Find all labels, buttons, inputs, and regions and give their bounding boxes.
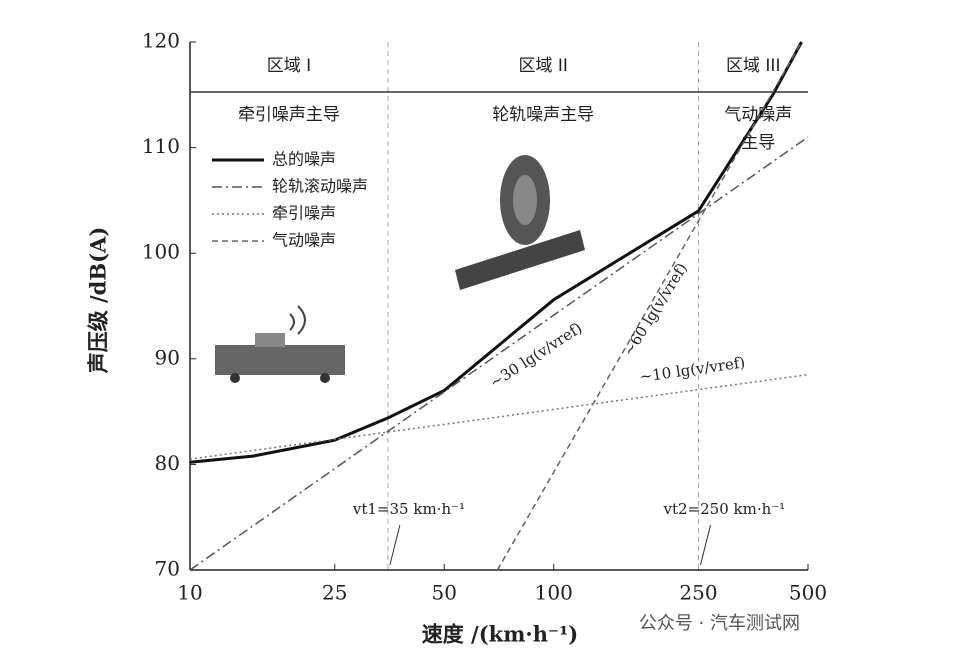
y-tick-label: 70 — [155, 557, 180, 581]
y-tick-label: 90 — [155, 345, 180, 369]
series-line — [189, 373, 809, 460]
x-tick-label: 500 — [789, 581, 827, 605]
threshold-label: vt1=35 km·h⁻¹ — [352, 500, 465, 518]
y-axis-label: 声压级 /dB(A) — [86, 227, 111, 375]
zone-note: 主导 — [741, 133, 775, 153]
slope-annotation: ~10 lg(v/vref) — [639, 353, 747, 386]
zone-note: 牵引噪声主导 — [238, 105, 340, 125]
threshold-arrow — [700, 524, 711, 566]
threshold-label: vt2=250 km·h⁻¹ — [663, 500, 786, 518]
wheel — [320, 373, 330, 383]
slope-annotation: ~30 lg(v/vref) — [487, 319, 586, 392]
train-cab — [255, 333, 285, 347]
train-body — [215, 345, 345, 375]
wheel-rail-icon — [455, 155, 585, 290]
x-tick-label: 50 — [432, 581, 457, 605]
x-tick-label: 250 — [679, 581, 717, 605]
x-axis-label: 速度 /(km·h⁻¹) — [422, 622, 579, 647]
wheel — [230, 373, 240, 383]
y-tick-label: 120 — [142, 29, 180, 53]
y-tick-label: 80 — [155, 451, 180, 475]
y-tick-label: 110 — [142, 134, 180, 158]
x-tick-label: 10 — [177, 581, 202, 605]
x-tick-label: 100 — [535, 581, 573, 605]
series-line — [189, 136, 809, 571]
zone-label: 区域 I — [267, 56, 311, 76]
sound-waves — [289, 305, 306, 335]
zone-label: 区域 III — [726, 56, 780, 76]
rail — [455, 230, 585, 290]
legend-label: 气动噪声 — [272, 231, 336, 250]
zone-note: 轮轨噪声主导 — [492, 105, 594, 125]
legend-label: 轮轨滚动噪声 — [272, 177, 368, 196]
series-line — [496, 41, 803, 571]
legend-label: 牵引噪声 — [272, 204, 336, 223]
x-tick-label: 25 — [322, 581, 347, 605]
train-icon — [215, 305, 345, 383]
threshold-arrow — [389, 524, 401, 566]
wheel-hub — [513, 175, 537, 225]
legend-label: 总的噪声 — [272, 150, 336, 169]
y-tick-label: 100 — [142, 240, 180, 264]
slope-annotation: ~60 lg(v/vref) — [620, 260, 692, 360]
zone-label: 区域 II — [518, 56, 567, 76]
watermark: 公众号 · 汽车测试网 — [639, 613, 800, 634]
